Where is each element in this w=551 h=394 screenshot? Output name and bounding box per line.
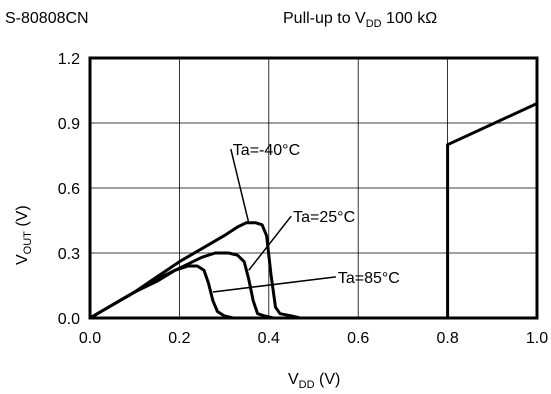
annotation-label-3: Ta=85°C xyxy=(338,270,400,287)
y-axis-label: VOUT (V) xyxy=(14,205,34,265)
x-axis-label-unit: (V) xyxy=(315,371,341,388)
y-tick-label: 0.0 xyxy=(58,311,80,328)
condition-label: Pull-up to VDD 100 kΩ xyxy=(283,10,437,30)
x-tick-labels: 0.0 0.2 0.4 0.6 0.8 1.0 xyxy=(79,330,548,347)
x-tick-label: 0.0 xyxy=(79,330,101,347)
y-axis-label-unit: (V) xyxy=(14,205,31,231)
x-axis-label-sub: DD xyxy=(299,379,315,391)
plot-frame xyxy=(88,56,539,320)
annotations: Ta=-40°C Ta=25°C Ta=85°C xyxy=(212,142,400,293)
series-line-3 xyxy=(89,264,234,320)
x-axis-label: VDD (V) xyxy=(288,371,340,391)
x-tick-label: 0.8 xyxy=(436,330,458,347)
y-axis-label-sub: OUT xyxy=(22,231,34,255)
annotation-leader-2 xyxy=(248,215,292,271)
y-tick-label: 0.3 xyxy=(58,246,80,263)
y-tick-label: 0.9 xyxy=(58,116,80,133)
series-line-4 xyxy=(446,102,538,318)
x-tick-label: 0.4 xyxy=(258,330,280,347)
annotation-label-1: Ta=-40°C xyxy=(233,142,300,159)
part-number: S-80808CN xyxy=(5,10,89,27)
series-group xyxy=(89,102,538,320)
annotation-leader-3 xyxy=(212,276,336,293)
x-tick-label: 0.6 xyxy=(347,330,369,347)
y-tick-label: 0.6 xyxy=(58,181,80,198)
annotation-label-2: Ta=25°C xyxy=(293,209,355,226)
series-line-2 xyxy=(89,251,274,320)
x-tick-label: 0.2 xyxy=(168,330,190,347)
y-tick-labels: 0.0 0.3 0.6 0.9 1.2 xyxy=(58,51,80,328)
y-tick-label: 1.2 xyxy=(58,51,80,68)
annotation-leader-1 xyxy=(230,148,250,223)
condition-prefix: Pull-up to V xyxy=(283,10,366,27)
y-axis-label-main: V xyxy=(14,254,31,265)
condition-suffix: 100 kΩ xyxy=(382,10,438,27)
x-axis-label-main: V xyxy=(288,371,299,388)
x-tick-label: 1.0 xyxy=(526,330,548,347)
condition-sub: DD xyxy=(366,18,382,30)
